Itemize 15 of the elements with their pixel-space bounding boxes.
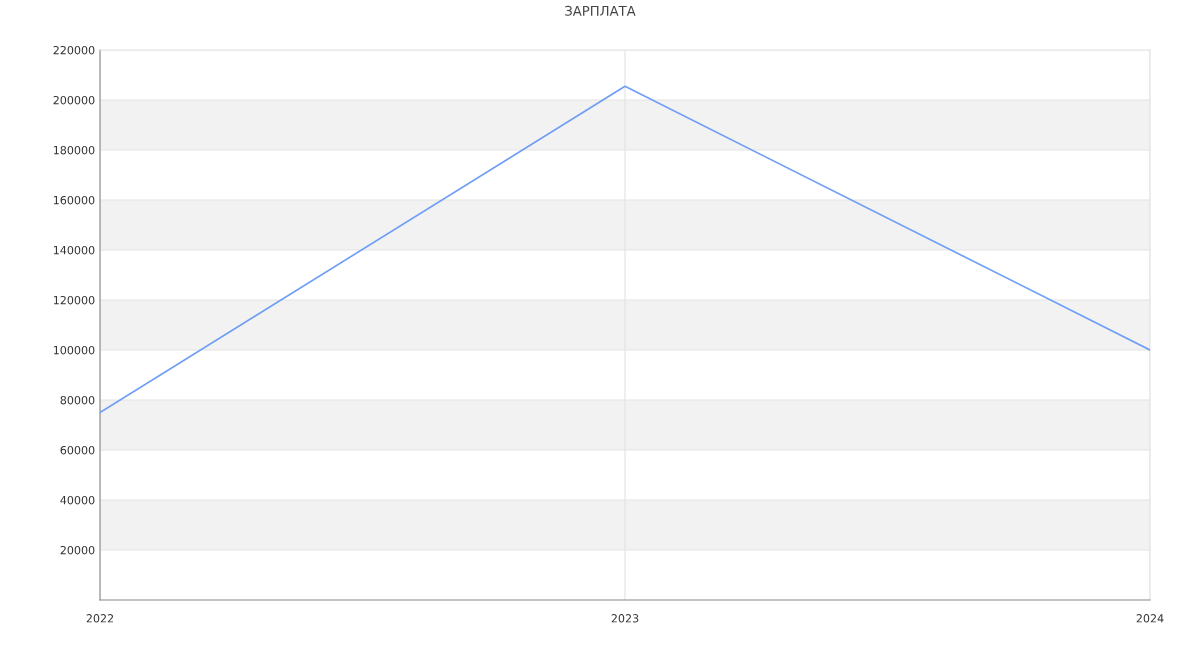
chart-title: ЗАРПЛАТА <box>565 5 636 16</box>
x-tick-label: 2022 <box>86 614 114 623</box>
y-tick-label: 40000 <box>60 495 95 505</box>
x-tick-label: 2024 <box>1136 614 1164 623</box>
y-tick-label: 60000 <box>60 445 95 455</box>
x-tick-label: 2023 <box>611 614 639 623</box>
y-tick-label: 200000 <box>53 95 95 105</box>
y-tick-label: 100000 <box>53 345 95 355</box>
y-tick-label: 20000 <box>60 545 95 555</box>
y-tick-label: 140000 <box>53 245 95 255</box>
y-tick-label: 180000 <box>53 145 95 155</box>
y-tick-label: 120000 <box>53 295 95 305</box>
y-tick-label: 160000 <box>53 195 95 205</box>
y-tick-label: 80000 <box>60 395 95 405</box>
y-tick-label: 220000 <box>53 45 95 55</box>
